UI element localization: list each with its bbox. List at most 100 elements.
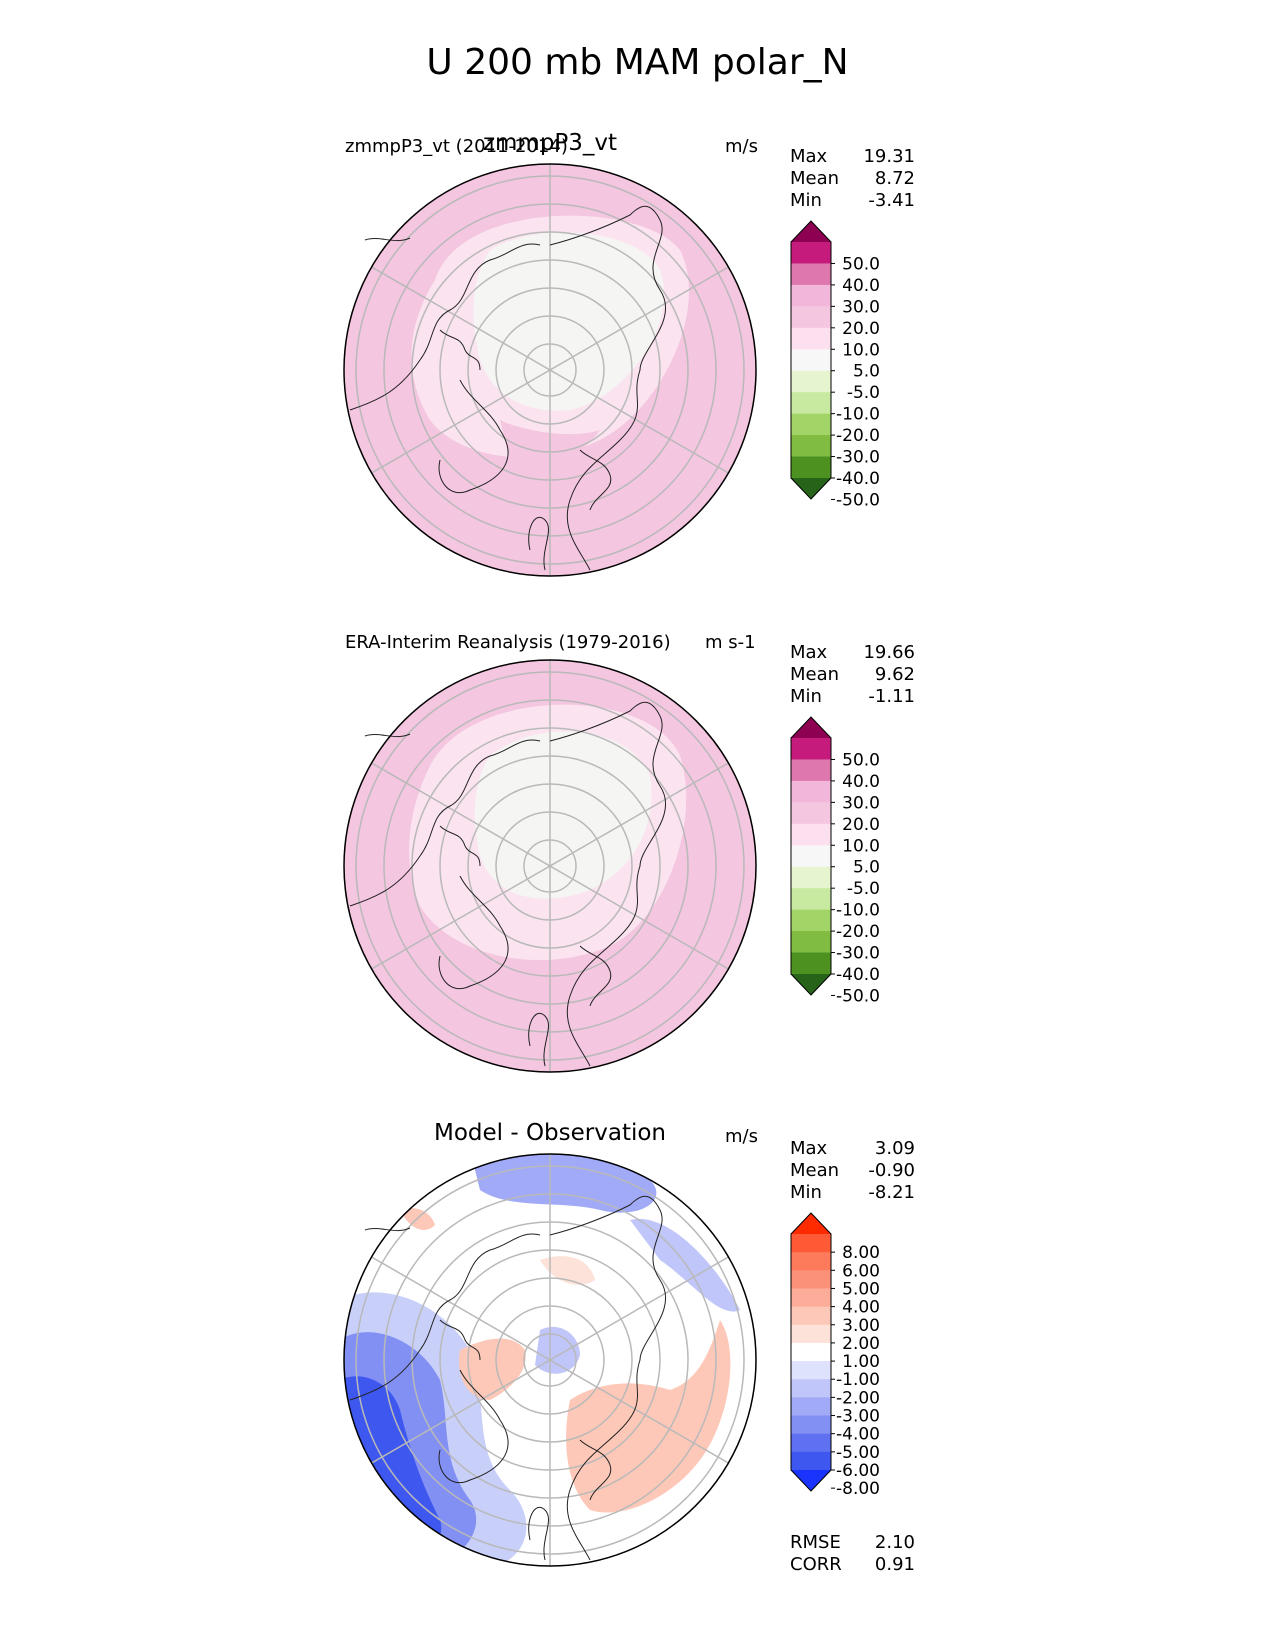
panel3-graticule — [355, 1154, 745, 1566]
figure-title: U 200 mb MAM polar_N — [426, 42, 849, 83]
colorbar-swatch — [791, 931, 831, 954]
colorbar-tick-label: -2.00 — [836, 1388, 880, 1408]
colorbar-swatch — [791, 952, 831, 975]
colorbar-tick-label: -5.00 — [836, 1443, 880, 1463]
colorbar-tick-label: -20.0 — [836, 426, 880, 446]
colorbar-swatch — [791, 888, 831, 911]
panel3-rmse-label: RMSE — [790, 1532, 841, 1553]
colorbar-tick-label: 4.00 — [842, 1298, 880, 1318]
colorbar-tick-label: 10.0 — [842, 836, 880, 856]
panel2-min-value: -1.11 — [868, 686, 915, 707]
panel3-max-value: 3.09 — [874, 1138, 915, 1159]
panel2-min-label: Min — [790, 686, 822, 707]
colorbar-tick-label: 5.00 — [842, 1279, 880, 1299]
colorbar-swatch — [791, 738, 831, 760]
colorbar-swatch — [791, 1324, 831, 1344]
panel2-left-title: ERA-Interim Reanalysis (1979-2016) — [345, 632, 671, 653]
panel2-field-core — [474, 731, 652, 899]
colorbar-tick-label: -30.0 — [836, 944, 880, 964]
colorbar-tick-label: 30.0 — [842, 793, 880, 813]
panel2-colorbar-labels: 50.040.030.020.010.05.0-5.0-10.0-20.0-30… — [831, 750, 880, 1006]
panel1-colorbar: 50.040.030.020.010.05.0-5.0-10.0-20.0-30… — [790, 220, 880, 510]
panel2-map-border — [343, 659, 757, 1073]
colorbar-tick-label: 1.00 — [842, 1352, 880, 1372]
panel2-mean-label: Mean — [790, 664, 840, 685]
colorbar-swatch — [791, 759, 831, 782]
colorbar-swatch — [791, 1213, 831, 1234]
colorbar-swatch — [791, 1451, 831, 1471]
colorbar-tick-label: -8.00 — [836, 1479, 880, 1499]
colorbar-swatch — [791, 1342, 831, 1362]
colorbar-tick-label: 3.00 — [842, 1316, 880, 1336]
colorbar-swatch — [791, 802, 831, 825]
colorbar-tick-label: 5.0 — [853, 362, 880, 382]
colorbar-swatch — [791, 284, 831, 307]
panel3-min-label: Min — [790, 1182, 822, 1203]
colorbar-swatch — [791, 974, 831, 995]
panel3-corr-value: 0.91 — [874, 1554, 915, 1575]
colorbar-swatch — [791, 221, 831, 242]
panel1-polar-map — [343, 163, 757, 577]
colorbar-tick-label: 50.0 — [842, 254, 880, 274]
colorbar-swatch — [791, 1379, 831, 1398]
panel1-max-value: 19.31 — [863, 146, 915, 167]
panel1-min-label: Min — [790, 190, 822, 211]
panel2-graticule — [355, 660, 745, 1072]
colorbar-tick-label: -3.00 — [836, 1407, 880, 1427]
panel3-coastlines — [349, 1195, 667, 1561]
colorbar-swatch — [791, 392, 831, 415]
panel2-max-label: Max — [790, 642, 828, 663]
panel3-rmse-value: 2.10 — [874, 1532, 915, 1553]
colorbar-swatch — [791, 456, 831, 479]
panel1-field-core — [473, 232, 664, 411]
panel1-graticule — [355, 164, 745, 576]
colorbar-tick-label: 50.0 — [842, 750, 880, 770]
panel3-max-label: Max — [790, 1138, 828, 1159]
panel1-coastlines — [349, 205, 667, 571]
panel3-corr-label: CORR — [790, 1554, 842, 1575]
panel3-units: m/s — [725, 1126, 758, 1147]
colorbar-swatch — [791, 1470, 831, 1491]
colorbar-swatch — [791, 845, 831, 868]
colorbar-swatch — [791, 413, 831, 436]
panel2-mean-value: 9.62 — [874, 664, 915, 685]
colorbar-tick-label: -1.00 — [836, 1370, 880, 1390]
colorbar-swatch — [791, 349, 831, 372]
panel3-min-value: -8.21 — [868, 1182, 915, 1203]
panel1-units: m/s — [725, 136, 758, 157]
colorbar-swatch — [791, 1415, 831, 1435]
panel3-colorbar-labels: 8.006.005.004.003.002.001.00-1.00-2.00-3… — [831, 1243, 880, 1499]
colorbar-swatch — [791, 306, 831, 329]
panel1-min-value: -3.41 — [868, 190, 915, 211]
colorbar-swatch — [791, 1252, 831, 1271]
colorbar-swatch — [791, 1234, 831, 1253]
colorbar-swatch — [791, 370, 831, 393]
colorbar-tick-label: -10.0 — [836, 405, 880, 425]
colorbar-tick-label: -40.0 — [836, 965, 880, 985]
panel1-left-title: zmmpP3_vt (2011-2014) — [345, 136, 568, 157]
colorbar-swatch — [791, 1433, 831, 1453]
panel1-max-label: Max — [790, 146, 828, 167]
colorbar-tick-label: 30.0 — [842, 297, 880, 317]
colorbar-swatch — [791, 1288, 831, 1308]
colorbar-tick-label: -6.00 — [836, 1461, 880, 1481]
colorbar-swatch — [791, 327, 831, 350]
colorbar-swatch — [791, 435, 831, 458]
colorbar-outline — [790, 716, 832, 996]
panel2-units: m s-1 — [705, 632, 756, 653]
panel2-coastlines — [349, 701, 667, 1067]
colorbar-outline — [790, 1212, 832, 1492]
colorbar-swatch — [791, 823, 831, 846]
colorbar-swatch — [791, 909, 831, 932]
colorbar-tick-label: 20.0 — [842, 319, 880, 339]
panel1-colorbar-swatches — [790, 220, 832, 500]
colorbar-tick-label: -5.0 — [847, 879, 880, 899]
colorbar-tick-label: 20.0 — [842, 815, 880, 835]
panel2-polar-map — [343, 659, 757, 1073]
colorbar-swatch — [791, 1361, 831, 1380]
colorbar-tick-label: 8.00 — [842, 1243, 880, 1263]
colorbar-tick-label: -50.0 — [836, 986, 880, 1006]
colorbar-swatch — [791, 1270, 831, 1289]
colorbar-swatch — [791, 263, 831, 286]
panel2-colorbar-swatches — [790, 716, 832, 996]
